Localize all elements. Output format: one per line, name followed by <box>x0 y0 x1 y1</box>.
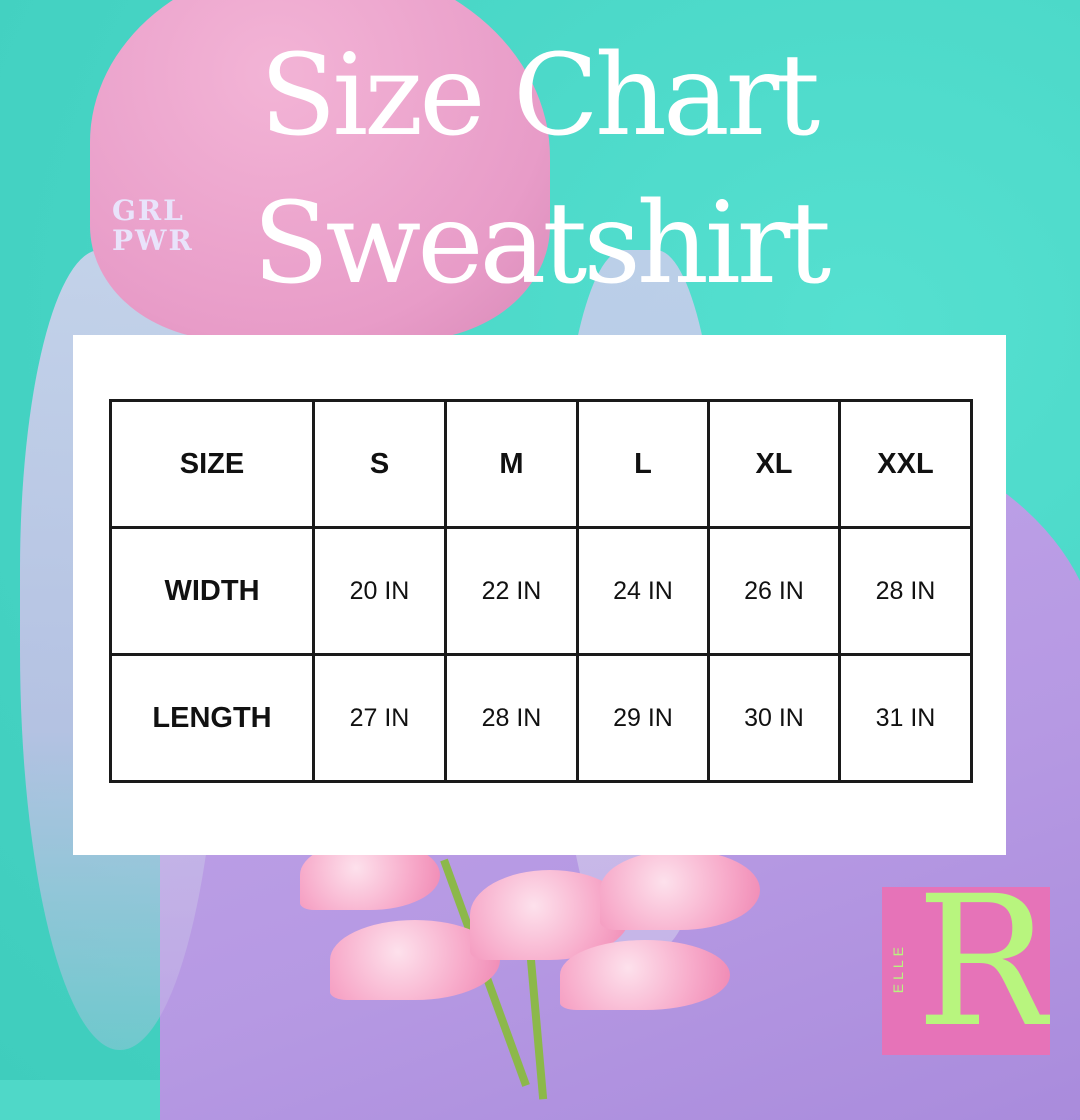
brand-logo: R ELLE <box>882 887 1050 1055</box>
size-chart-table: SIZE S M L XL XXL WIDTH 20 IN 22 IN 24 I… <box>109 399 973 783</box>
embroidery-line-2: PWR <box>112 224 194 257</box>
cap-photo <box>90 0 550 340</box>
header-xl: XL <box>707 399 841 529</box>
table-row-length: LENGTH 27 IN 28 IN 29 IN 30 IN 31 IN <box>109 653 973 783</box>
header-size: SIZE <box>109 399 315 529</box>
cell: 27 IN <box>312 653 447 783</box>
cell: 26 IN <box>707 526 841 656</box>
row-label: LENGTH <box>109 653 315 783</box>
flower <box>600 850 760 930</box>
table-header-row: SIZE S M L XL XXL <box>109 399 973 529</box>
header-m: M <box>444 399 579 529</box>
table-row-width: WIDTH 20 IN 22 IN 24 IN 26 IN 28 IN <box>109 526 973 656</box>
cell: 22 IN <box>444 526 579 656</box>
cell: 20 IN <box>312 526 447 656</box>
title-line-1: Size Chart <box>259 31 821 161</box>
header-xxl: XXL <box>838 399 973 529</box>
cell: 24 IN <box>576 526 710 656</box>
logo-letter: R <box>916 887 1050 1055</box>
cell: 30 IN <box>707 653 841 783</box>
title-line-2: Sweatshirt <box>252 179 832 309</box>
hat-embroidery: GRL PWR <box>112 196 194 256</box>
logo-text: ELLE <box>890 943 906 994</box>
header-l: L <box>576 399 710 529</box>
cell: 29 IN <box>576 653 710 783</box>
header-s: S <box>312 399 447 529</box>
row-label: WIDTH <box>109 526 315 656</box>
cell: 28 IN <box>444 653 579 783</box>
cell: 28 IN <box>838 526 973 656</box>
flower <box>560 940 730 1010</box>
cell: 31 IN <box>838 653 973 783</box>
embroidery-line-1: GRL <box>112 194 185 227</box>
